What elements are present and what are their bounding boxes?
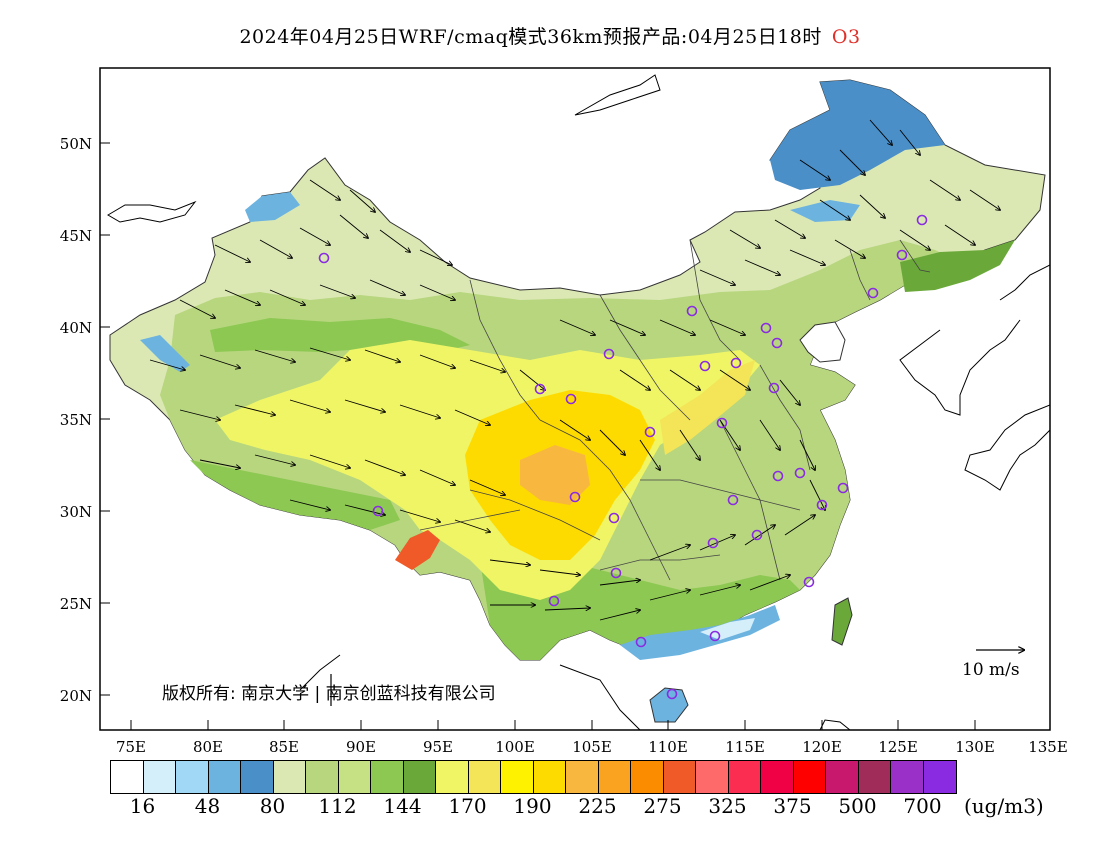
legend-swatch bbox=[371, 761, 404, 793]
foreign-coastlines bbox=[107, 74, 1050, 730]
legend-label: 225 bbox=[578, 794, 617, 818]
y-tick-labels: 50N 45N 40N 35N 30N 25N 20N bbox=[60, 135, 92, 705]
x-tick-label: 90E bbox=[346, 738, 376, 756]
bohai-sea bbox=[799, 321, 846, 363]
legend-swatch bbox=[111, 761, 144, 793]
legend-swatch bbox=[143, 761, 176, 793]
legend-swatch bbox=[533, 761, 566, 793]
legend-swatch bbox=[501, 761, 534, 793]
x-tick-label: 80E bbox=[193, 738, 223, 756]
x-tick-label: 130E bbox=[955, 738, 995, 756]
legend-label: 112 bbox=[318, 794, 357, 818]
legend-label: 190 bbox=[513, 794, 552, 818]
copyright-text: 版权所有: 南京大学 | 南京创蓝科技有限公司 bbox=[162, 684, 496, 704]
zone-orange bbox=[520, 445, 590, 505]
legend-label: 16 bbox=[129, 794, 156, 818]
y-tick-label: 25N bbox=[60, 595, 92, 613]
zone-blue-west bbox=[140, 335, 190, 372]
x-tick-label: 105E bbox=[572, 738, 612, 756]
zone-dark-green-2 bbox=[900, 240, 1015, 292]
title-main: 2024年04月25日WRF/cmaq模式36km预报产品:04月25日18时 bbox=[239, 26, 822, 48]
wind-vectors bbox=[149, 119, 1000, 621]
y-tick-label: 50N bbox=[60, 135, 92, 153]
legend-swatch bbox=[761, 761, 794, 793]
legend-label: 375 bbox=[773, 794, 812, 818]
legend-label: 325 bbox=[708, 794, 747, 818]
legend-swatch bbox=[468, 761, 501, 793]
x-tick-label: 135E bbox=[1028, 738, 1068, 756]
x-tick-label: 75E bbox=[116, 738, 146, 756]
legend-swatch bbox=[696, 761, 729, 793]
legend-swatch bbox=[631, 761, 664, 793]
map-content bbox=[107, 74, 1050, 730]
legend-swatch bbox=[566, 761, 599, 793]
legend-swatch bbox=[728, 761, 761, 793]
legend-swatch bbox=[826, 761, 859, 793]
x-tick-label: 100E bbox=[495, 738, 535, 756]
legend-label: 500 bbox=[838, 794, 877, 818]
legend-label: 275 bbox=[643, 794, 682, 818]
x-axis bbox=[130, 720, 976, 730]
legend-label: 700 bbox=[903, 794, 942, 818]
legend-label: 144 bbox=[383, 794, 422, 818]
zone-lightblue-south bbox=[700, 618, 755, 640]
zone-hotspot bbox=[395, 530, 440, 570]
x-tick-labels: 75E 80E 85E 90E 95E 100E 105E 110E 115E … bbox=[116, 738, 1068, 756]
x-tick-label: 110E bbox=[648, 738, 688, 756]
taiwan-island bbox=[831, 597, 853, 646]
legend-swatch bbox=[338, 761, 371, 793]
color-legend bbox=[110, 760, 957, 794]
x-tick-label: 120E bbox=[802, 738, 842, 756]
legend-swatch bbox=[176, 761, 209, 793]
y-tick-label: 40N bbox=[60, 319, 92, 337]
x-tick-label: 115E bbox=[725, 738, 765, 756]
legend-unit: (ug/m3) bbox=[964, 794, 1044, 818]
y-tick-label: 20N bbox=[60, 687, 92, 705]
y-axis bbox=[100, 142, 110, 696]
x-tick-label: 125E bbox=[878, 738, 918, 756]
legend-swatch bbox=[208, 761, 241, 793]
map-title: 2024年04月25日WRF/cmaq模式36km预报产品:04月25日18时 O… bbox=[0, 22, 1100, 49]
zone-blue-south bbox=[620, 605, 780, 660]
legend-swatch bbox=[663, 761, 696, 793]
legend-swatch bbox=[306, 761, 339, 793]
zone-blue-ne-light bbox=[790, 200, 860, 222]
legend-swatch bbox=[891, 761, 924, 793]
legend-swatch bbox=[241, 761, 274, 793]
zone-blue-ne bbox=[770, 80, 945, 190]
city-markers bbox=[318, 214, 928, 700]
legend-swatch bbox=[923, 761, 956, 793]
legend-swatch bbox=[858, 761, 891, 793]
x-tick-label: 85E bbox=[269, 738, 299, 756]
hainan-island bbox=[649, 687, 689, 723]
legend-label: 170 bbox=[448, 794, 487, 818]
zone-yellow-ne bbox=[660, 360, 755, 455]
legend-label: 80 bbox=[259, 794, 286, 818]
y-tick-label: 30N bbox=[60, 503, 92, 521]
y-tick-label: 45N bbox=[60, 227, 92, 245]
legend-swatch bbox=[273, 761, 306, 793]
legend-label: 48 bbox=[194, 794, 221, 818]
wind-reference-label: 10 m/s bbox=[962, 660, 1020, 680]
legend-swatch bbox=[403, 761, 436, 793]
zone-dark-green-4 bbox=[190, 460, 400, 530]
legend-swatch bbox=[793, 761, 826, 793]
zone-blue-nw bbox=[245, 192, 300, 222]
legend-swatch bbox=[436, 761, 469, 793]
title-pollutant: O3 bbox=[831, 26, 861, 48]
legend-swatch bbox=[598, 761, 631, 793]
x-tick-label: 95E bbox=[423, 738, 453, 756]
y-tick-label: 35N bbox=[60, 411, 92, 429]
